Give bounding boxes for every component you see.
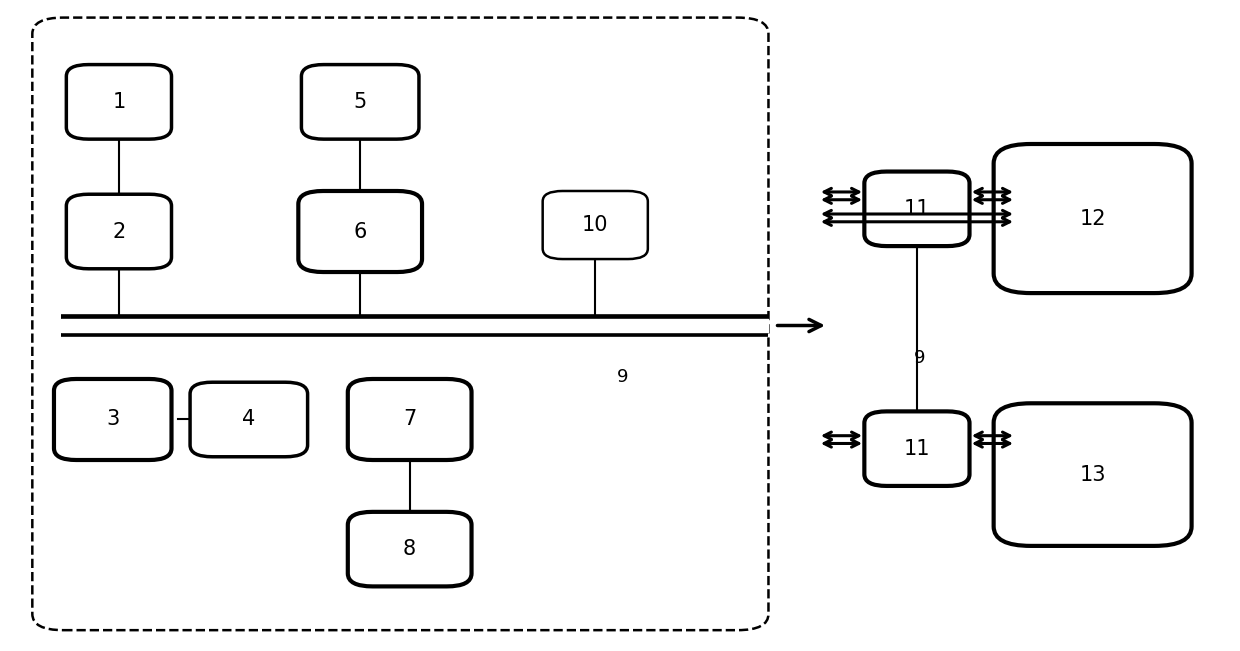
- Text: 4: 4: [242, 409, 255, 430]
- FancyBboxPatch shape: [347, 379, 471, 460]
- Text: 11: 11: [904, 199, 930, 219]
- FancyBboxPatch shape: [347, 512, 471, 587]
- FancyBboxPatch shape: [864, 411, 970, 486]
- FancyBboxPatch shape: [543, 191, 647, 259]
- Text: 8: 8: [403, 539, 417, 559]
- FancyBboxPatch shape: [993, 144, 1192, 293]
- Text: 5: 5: [353, 92, 367, 112]
- FancyBboxPatch shape: [190, 382, 308, 457]
- FancyBboxPatch shape: [299, 191, 422, 272]
- Text: 12: 12: [1079, 208, 1106, 229]
- Text: 7: 7: [403, 409, 417, 430]
- FancyBboxPatch shape: [67, 64, 171, 139]
- Text: 9: 9: [616, 368, 629, 386]
- FancyBboxPatch shape: [864, 172, 970, 246]
- Text: 2: 2: [113, 221, 125, 242]
- FancyBboxPatch shape: [301, 64, 419, 139]
- FancyBboxPatch shape: [993, 403, 1192, 546]
- Text: 3: 3: [107, 409, 119, 430]
- Text: 1: 1: [113, 92, 125, 112]
- Text: 6: 6: [353, 221, 367, 242]
- Text: 11: 11: [904, 439, 930, 459]
- FancyBboxPatch shape: [67, 194, 171, 269]
- Text: 13: 13: [1079, 465, 1106, 484]
- Text: 9: 9: [914, 349, 925, 367]
- FancyBboxPatch shape: [55, 379, 171, 460]
- Text: 10: 10: [582, 215, 609, 235]
